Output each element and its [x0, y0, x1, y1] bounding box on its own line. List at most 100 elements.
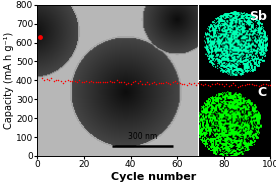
Point — [107, 79, 112, 82]
Point — [63, 80, 67, 83]
Point — [203, 83, 207, 86]
Point — [173, 79, 177, 82]
Point — [254, 84, 259, 87]
Point — [245, 83, 250, 86]
Point — [266, 84, 270, 87]
Point — [159, 82, 163, 85]
Point — [201, 83, 205, 86]
Point — [264, 82, 268, 85]
Point — [86, 81, 91, 84]
Point — [119, 80, 123, 83]
Point — [168, 83, 172, 86]
Point — [42, 79, 46, 82]
Point — [240, 84, 245, 87]
Point — [250, 83, 254, 86]
Text: C: C — [258, 86, 267, 99]
Point — [205, 83, 210, 86]
Point — [152, 80, 156, 83]
Point — [184, 83, 189, 86]
Point — [210, 82, 214, 85]
Point — [61, 81, 65, 84]
Point — [142, 82, 147, 85]
Point — [100, 81, 105, 84]
Text: 300 nm: 300 nm — [128, 132, 157, 141]
Point — [47, 79, 51, 82]
Point — [261, 83, 266, 86]
Point — [187, 82, 191, 85]
Point — [259, 83, 263, 86]
Point — [54, 78, 58, 81]
Point — [91, 81, 95, 84]
Point — [93, 80, 98, 83]
Point — [65, 79, 70, 82]
Point — [49, 77, 54, 80]
Point — [252, 83, 256, 86]
Point — [229, 83, 233, 86]
Point — [82, 80, 86, 83]
Point — [68, 79, 72, 82]
Y-axis label: Capacity (mA h g⁻¹): Capacity (mA h g⁻¹) — [4, 32, 14, 129]
Point — [75, 81, 79, 84]
Point — [121, 80, 126, 83]
Point — [105, 80, 110, 83]
Point — [175, 81, 179, 84]
Point — [84, 79, 88, 82]
Point — [236, 86, 240, 89]
Point — [219, 82, 224, 85]
Point — [189, 82, 193, 85]
Point — [180, 82, 184, 85]
Point — [37, 36, 42, 39]
Point — [238, 84, 242, 87]
Point — [215, 82, 219, 85]
Point — [145, 81, 149, 84]
Text: Sb: Sb — [249, 10, 267, 23]
Point — [72, 79, 77, 82]
Point — [247, 83, 252, 86]
Point — [117, 80, 121, 83]
Point — [110, 81, 114, 84]
Point — [89, 80, 93, 83]
Point — [114, 78, 119, 81]
Point — [51, 79, 56, 82]
X-axis label: Cycle number: Cycle number — [111, 172, 197, 182]
Point — [140, 82, 144, 85]
Point — [233, 83, 238, 86]
Point — [98, 81, 102, 84]
Point — [149, 82, 154, 85]
Point — [196, 81, 200, 84]
Point — [208, 85, 212, 88]
Point — [222, 84, 226, 88]
Point — [194, 83, 198, 86]
Point — [79, 80, 84, 83]
Point — [70, 79, 75, 82]
Point — [96, 81, 100, 84]
Point — [163, 81, 168, 84]
Point — [243, 84, 247, 87]
Point — [182, 82, 186, 85]
Point — [138, 79, 142, 82]
Point — [44, 77, 49, 81]
Point — [257, 84, 261, 87]
Point — [191, 81, 196, 84]
Point — [212, 82, 217, 85]
Point — [217, 82, 221, 85]
Point — [226, 84, 231, 87]
Point — [268, 84, 273, 87]
Point — [224, 83, 228, 86]
Point — [59, 79, 63, 82]
Point — [124, 82, 128, 85]
Point — [131, 80, 135, 83]
Point — [154, 82, 158, 85]
Point — [112, 80, 116, 83]
Point — [133, 79, 137, 82]
Point — [170, 81, 175, 84]
Point — [128, 83, 133, 86]
Point — [147, 82, 152, 85]
Point — [135, 81, 140, 84]
Point — [161, 81, 165, 84]
Point — [177, 81, 182, 84]
Point — [40, 77, 44, 80]
Point — [166, 82, 170, 85]
Point — [198, 83, 203, 86]
Point — [231, 82, 235, 85]
